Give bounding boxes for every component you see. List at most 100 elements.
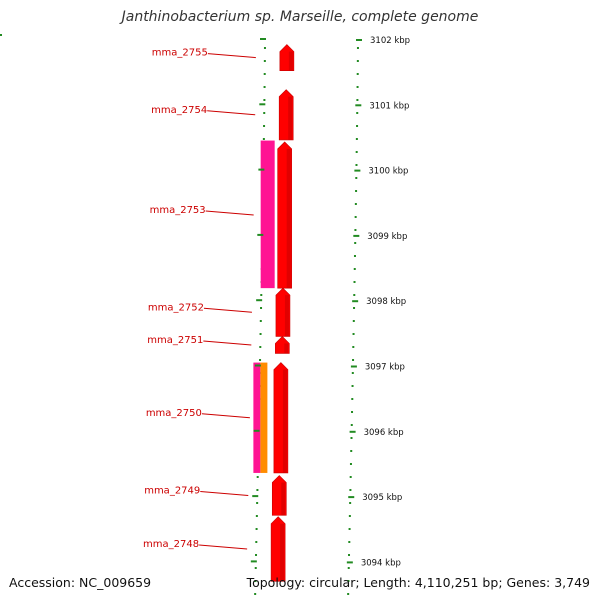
gene-arrow-shade [288,51,293,71]
tick-dot [356,73,359,75]
tick-dot [255,541,258,543]
tick-dot [356,86,359,88]
tick-dot [353,307,356,309]
feature-bar-0 [260,140,275,289]
tick-dot [352,333,355,335]
gene-arrow-shade [284,343,289,354]
tick-label-layer: 3102 kbp 3101 kbp 3100 kbp 3099 kbp 3098 kbp… [250,36,410,568]
tick-dot [348,541,351,543]
gene-label-mma_2753: mma_2753 [150,205,206,216]
tick-dot [349,476,352,478]
tick-label: 3097 kbp [365,363,405,373]
tick-dot [349,463,352,465]
tick-dot [351,411,354,413]
gene-arrow-shade [282,369,287,473]
genome-title: Janthinobacterium sp. Marseille, complet… [121,9,479,25]
tick-dot [348,554,351,556]
tick-label: 3099 kbp [367,232,407,242]
gene-leader-line [207,110,256,116]
length-label: Length: [363,575,411,590]
tick-dot [260,307,263,309]
gene-leader-line [203,340,252,346]
tick-dot [254,580,257,582]
tick-dot [259,333,262,335]
gene-layer [270,44,295,582]
gene-arrow-shade [286,148,291,289]
tick-dot [348,515,351,517]
gene-label-mma_2751: mma_2751 [147,335,203,346]
gene-arrow-shade [281,482,286,516]
gene-label-mma_2755: mma_2755 [152,48,208,59]
tick-dot [262,138,265,140]
tick-dot [263,112,266,114]
gene-label-mma_2748: mma_2748 [143,539,199,550]
tick-dot [355,177,358,179]
length-value: 4,110,251 bp [414,575,499,590]
tick-label: 3102 kbp [370,36,410,46]
tick-dot [354,203,357,205]
tick-dot [254,593,257,595]
accession-label: Accession: [9,575,76,590]
tick-dot [349,489,352,491]
tick-dot [349,502,352,504]
tick-dot [354,216,357,218]
tick-dot [354,242,357,244]
tick-dot [352,346,355,348]
tick-dot [347,567,350,569]
gene-leader-line [203,307,252,313]
accession-value: NC_009659 [79,575,152,590]
tick-label: 3098 kbp [366,297,406,307]
gene-label-mma_2752: mma_2752 [148,302,204,313]
tick-dot [350,450,353,452]
genome-stats: Topology: circular; Length: 4,110,251 bp… [246,575,590,590]
tick-dot [351,385,354,387]
tick-dot [353,268,356,270]
tick-dot [352,320,355,322]
gene-label-layer: mma_2755 mma_2754 mma_2753 mma_2752 mma_2751… [143,48,256,550]
tick-label: 3101 kbp [369,101,409,111]
accession-info: Accession: NC_009659 [9,575,151,590]
tick-label: 3094 kbp [361,558,401,568]
tick-dot [355,151,358,153]
gene-label-mma_2749: mma_2749 [144,485,200,496]
genes-label: Genes: [506,575,551,590]
tick-label: 3096 kbp [364,428,404,438]
gene-label-mma_2750: mma_2750 [146,408,202,419]
topology-label: Topology: [246,575,306,590]
feature-bar-2 [260,362,268,473]
tick-dot [356,99,359,101]
feature-layer [253,140,275,473]
tick-dot [355,164,358,166]
tick-dot [256,476,259,478]
gene-arrow-shade [288,96,293,140]
tick-label: 3095 kbp [362,493,402,503]
tick-dot [352,359,355,361]
tick-dot [348,528,351,530]
gene-leader-line [207,53,256,59]
gene-leader-line [199,544,248,550]
gene-leader-line [205,210,254,216]
tick-dot [263,73,266,75]
tick-dot [350,437,353,439]
tick-dot [353,255,356,257]
tick-dot [355,190,358,192]
tick-dot [263,47,266,49]
gene-leader-line [201,413,250,419]
tick-dot [347,593,350,595]
tick-dot [350,424,353,426]
tick-dot [263,125,266,127]
tick-dot [355,138,358,140]
tick-dot [259,359,262,361]
gene-arrow-shade [284,295,289,337]
tick-dot [351,398,354,400]
tick-dot [263,86,266,88]
tick-dot [255,515,258,517]
feature-bar-1 [253,362,261,473]
tick-dot [353,294,356,296]
tick-dot [356,125,359,127]
tick-dot [260,294,263,296]
tick-dot [263,60,266,62]
tick-dot [356,60,359,62]
genes-value: 3,749 [554,575,590,590]
